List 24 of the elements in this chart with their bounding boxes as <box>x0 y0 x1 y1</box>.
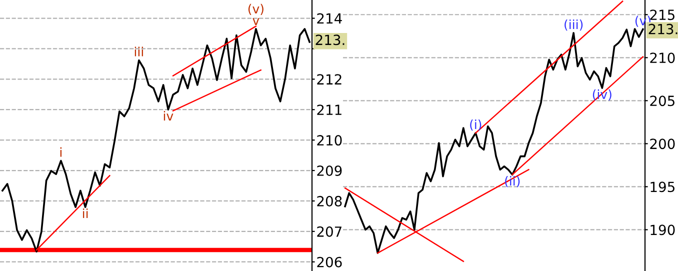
y-tick-label: 212 <box>317 74 342 84</box>
annotation: 213. <box>648 24 678 34</box>
data-label: iv <box>164 111 174 121</box>
y-tick-label: 200 <box>650 138 675 150</box>
y-tick-label: 210 <box>317 135 342 146</box>
y-tick-label: 209 <box>317 165 342 176</box>
data-label: (iii) <box>564 19 583 31</box>
data-label: iii <box>134 46 143 56</box>
data-label: i <box>60 147 62 157</box>
y-tick-label: 211 <box>317 104 342 115</box>
y-tick-label: 190 <box>650 224 675 236</box>
y-tick-label: 210 <box>650 52 675 64</box>
annotation: 213. <box>316 34 344 46</box>
data-label: ii <box>83 208 88 218</box>
y-tick-label: 195 <box>650 182 674 192</box>
data-label: (v) v <box>248 4 264 25</box>
data-label: (ii) <box>505 176 520 188</box>
data-label: (i) <box>470 120 482 131</box>
y-tick-label: 206 <box>317 256 342 268</box>
y-tick-label: 205 <box>650 96 674 106</box>
y-tick-label: 215 <box>650 10 674 20</box>
y-tick-label: 207 <box>317 226 342 237</box>
y-tick-label: 208 <box>317 196 342 206</box>
y-tick-label: 214 <box>317 13 342 24</box>
